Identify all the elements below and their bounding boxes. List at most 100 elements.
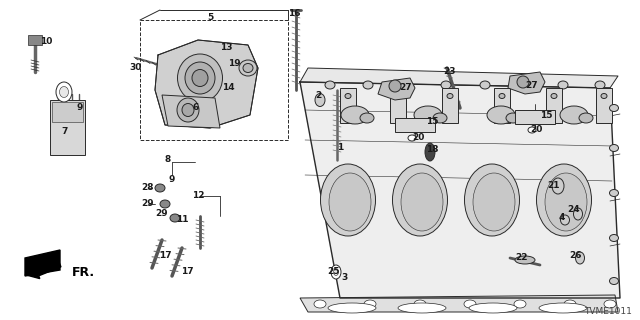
Ellipse shape bbox=[441, 81, 451, 89]
Polygon shape bbox=[300, 82, 620, 298]
Ellipse shape bbox=[402, 81, 412, 89]
Text: 23: 23 bbox=[444, 68, 456, 76]
Bar bbox=[546, 88, 562, 123]
Text: 9: 9 bbox=[77, 103, 83, 113]
Polygon shape bbox=[300, 295, 618, 312]
Ellipse shape bbox=[447, 93, 453, 99]
Ellipse shape bbox=[560, 106, 588, 124]
Ellipse shape bbox=[558, 81, 568, 89]
Text: 6: 6 bbox=[193, 103, 199, 113]
Ellipse shape bbox=[177, 54, 223, 102]
Ellipse shape bbox=[325, 81, 335, 89]
Text: 9: 9 bbox=[169, 175, 175, 185]
Text: 15: 15 bbox=[540, 110, 552, 119]
Ellipse shape bbox=[329, 173, 371, 231]
Ellipse shape bbox=[401, 173, 443, 231]
Text: 27: 27 bbox=[525, 81, 538, 90]
Polygon shape bbox=[28, 35, 42, 45]
Text: 29: 29 bbox=[141, 199, 154, 209]
Text: 28: 28 bbox=[141, 183, 154, 193]
Ellipse shape bbox=[333, 268, 339, 276]
Ellipse shape bbox=[433, 113, 447, 123]
Ellipse shape bbox=[517, 76, 529, 88]
Ellipse shape bbox=[389, 80, 401, 92]
Text: 2: 2 bbox=[315, 91, 321, 100]
Ellipse shape bbox=[414, 106, 442, 124]
Text: 8: 8 bbox=[165, 156, 171, 164]
Ellipse shape bbox=[609, 277, 618, 284]
Ellipse shape bbox=[506, 113, 520, 123]
Ellipse shape bbox=[239, 60, 257, 76]
Text: 21: 21 bbox=[548, 181, 560, 190]
Ellipse shape bbox=[575, 252, 584, 264]
Ellipse shape bbox=[601, 93, 607, 99]
Ellipse shape bbox=[314, 300, 326, 308]
Text: 26: 26 bbox=[570, 252, 582, 260]
Bar bbox=[52, 102, 83, 122]
Ellipse shape bbox=[341, 106, 369, 124]
Text: 13: 13 bbox=[220, 44, 232, 52]
Bar bbox=[596, 88, 612, 123]
Ellipse shape bbox=[185, 62, 215, 94]
Ellipse shape bbox=[579, 113, 593, 123]
Ellipse shape bbox=[328, 303, 376, 313]
Ellipse shape bbox=[465, 164, 520, 236]
Text: 20: 20 bbox=[530, 125, 542, 134]
Bar bbox=[442, 88, 458, 123]
Ellipse shape bbox=[595, 81, 605, 89]
Text: TVME1011: TVME1011 bbox=[584, 308, 632, 316]
Text: 1: 1 bbox=[337, 143, 343, 153]
Polygon shape bbox=[25, 250, 60, 276]
Polygon shape bbox=[300, 68, 618, 88]
Ellipse shape bbox=[515, 256, 535, 264]
Ellipse shape bbox=[155, 184, 165, 192]
Ellipse shape bbox=[177, 98, 199, 122]
Text: 4: 4 bbox=[559, 213, 565, 222]
Ellipse shape bbox=[60, 86, 68, 98]
Ellipse shape bbox=[528, 127, 536, 133]
Ellipse shape bbox=[573, 208, 582, 220]
Ellipse shape bbox=[243, 63, 253, 73]
Text: 29: 29 bbox=[156, 210, 168, 219]
FancyArrow shape bbox=[26, 256, 61, 279]
Text: 14: 14 bbox=[221, 84, 234, 92]
Ellipse shape bbox=[363, 81, 373, 89]
Ellipse shape bbox=[464, 300, 476, 308]
Bar bbox=[515, 110, 555, 124]
Ellipse shape bbox=[552, 178, 564, 194]
Ellipse shape bbox=[192, 69, 208, 86]
Text: 15: 15 bbox=[426, 117, 438, 126]
Ellipse shape bbox=[160, 200, 170, 208]
Ellipse shape bbox=[321, 164, 376, 236]
Text: 5: 5 bbox=[207, 13, 213, 22]
Polygon shape bbox=[508, 72, 545, 94]
Ellipse shape bbox=[398, 303, 446, 313]
Text: 18: 18 bbox=[426, 146, 438, 155]
Ellipse shape bbox=[408, 135, 416, 141]
Ellipse shape bbox=[331, 265, 341, 279]
Text: 10: 10 bbox=[40, 37, 52, 46]
Ellipse shape bbox=[170, 214, 180, 222]
Text: 17: 17 bbox=[180, 268, 193, 276]
Ellipse shape bbox=[561, 215, 570, 225]
Bar bbox=[390, 88, 406, 123]
Text: FR.: FR. bbox=[72, 266, 95, 278]
Ellipse shape bbox=[364, 300, 376, 308]
Polygon shape bbox=[155, 40, 258, 128]
Ellipse shape bbox=[536, 164, 591, 236]
Text: 27: 27 bbox=[400, 84, 412, 92]
Bar bbox=[50, 100, 85, 155]
Ellipse shape bbox=[609, 145, 618, 151]
Text: 20: 20 bbox=[412, 133, 424, 142]
Ellipse shape bbox=[551, 93, 557, 99]
Ellipse shape bbox=[514, 300, 526, 308]
Text: 17: 17 bbox=[159, 252, 172, 260]
Ellipse shape bbox=[392, 164, 447, 236]
Ellipse shape bbox=[564, 300, 576, 308]
Text: 25: 25 bbox=[327, 268, 339, 276]
Polygon shape bbox=[378, 78, 415, 100]
Ellipse shape bbox=[604, 300, 616, 308]
Bar bbox=[395, 118, 435, 132]
Text: 19: 19 bbox=[228, 60, 240, 68]
Ellipse shape bbox=[519, 81, 529, 89]
